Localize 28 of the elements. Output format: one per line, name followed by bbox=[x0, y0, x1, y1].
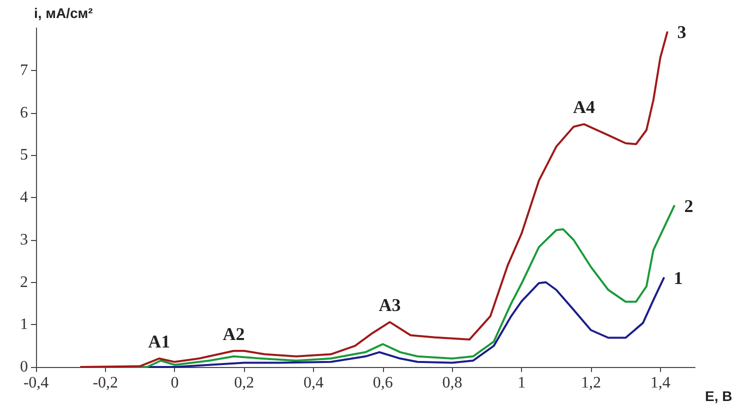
x-tick-label: 0 bbox=[170, 374, 179, 392]
y-tick-label: 5 bbox=[20, 146, 28, 164]
x-tick-label: 0,4 bbox=[303, 374, 324, 392]
annotation: A3 bbox=[378, 295, 401, 316]
y-tick-label: 0 bbox=[20, 358, 28, 376]
x-tick-label: 0,8 bbox=[442, 374, 462, 392]
x-tick-label: 1 bbox=[518, 374, 526, 392]
annotation: A2 bbox=[222, 324, 245, 344]
x-tick-label: 0,2 bbox=[234, 374, 254, 392]
annotation: A1 bbox=[148, 332, 170, 352]
y-tick-label: 2 bbox=[20, 274, 28, 291]
series-label: 3 bbox=[677, 22, 686, 42]
x-axis-title: E, B bbox=[705, 388, 732, 404]
y-tick-label: 7 bbox=[20, 62, 28, 79]
x-tick-label: 1,2 bbox=[580, 374, 601, 392]
annotation: A4 bbox=[573, 97, 596, 118]
series-label: 1 bbox=[674, 268, 683, 288]
x-tick-label: 0,6 bbox=[372, 374, 393, 392]
y-tick-label: 6 bbox=[20, 104, 28, 122]
y-tick-label: 3 bbox=[20, 231, 28, 248]
x-tick-label: -0,2 bbox=[92, 374, 118, 392]
x-tick-label: -0,4 bbox=[23, 374, 49, 392]
y-axis-title: i, мА/см² bbox=[34, 5, 94, 21]
y-tick-label: 1 bbox=[20, 316, 28, 334]
line-series bbox=[80, 31, 668, 368]
x-tick-label: 1,4 bbox=[650, 374, 670, 392]
y-tick-label: 4 bbox=[20, 189, 28, 206]
series-label: 2 bbox=[684, 196, 694, 216]
